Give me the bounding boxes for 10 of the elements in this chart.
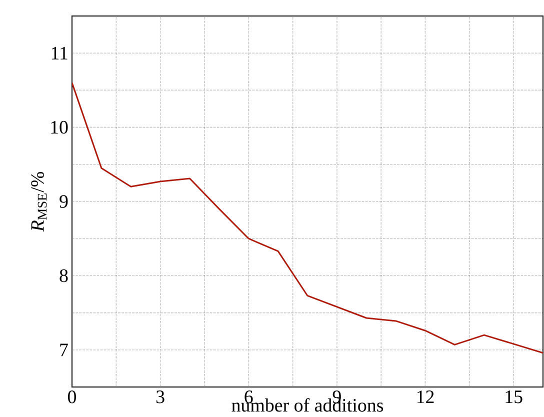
x-tick-label: 3 (156, 390, 164, 404)
y-tick-label: 9 (60, 195, 68, 208)
y-tick-label: 11 (52, 46, 68, 60)
y-axis-title: R$_{MSE}$/% (31, 172, 47, 232)
x-tick-label: 12 (417, 390, 434, 404)
y-tick-label: 10 (51, 120, 68, 134)
x-tick-label: 0 (68, 390, 76, 404)
y-tick-label: 8 (60, 269, 68, 282)
x-tick-label: 15 (506, 390, 522, 404)
y-tick-label: 7 (60, 344, 68, 356)
